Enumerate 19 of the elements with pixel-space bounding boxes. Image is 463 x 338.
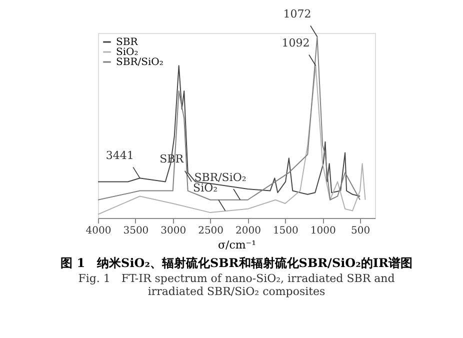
legend-label: SBR/SiO₂ <box>116 57 164 68</box>
annotation: 1092 <box>282 36 310 50</box>
x-axis-title: σ/cm⁻¹ <box>218 238 256 252</box>
x-tick-label: 3000 <box>160 226 186 236</box>
x-tick-label: 4000 <box>86 226 112 236</box>
x-tick-label: 1000 <box>310 226 336 236</box>
legend-label: SiO₂ <box>116 47 138 58</box>
x-tick-label: 2000 <box>236 226 261 236</box>
annotation: 3441 <box>106 149 134 162</box>
text: Fig. 1 FT-IR spectrum of nano-SiO₂, irradiated SBR and irradiated SBR/SiO₂ composites <box>78 272 395 298</box>
annotation: 1072 <box>283 8 312 21</box>
x-tick-label: 2500 <box>198 226 224 236</box>
x-tick-label: 1500 <box>272 226 298 236</box>
text: 图 1 纳米SiO₂、辐射硫化SBR和辐射硫化SBR/SiO₂的IR谱图 <box>60 256 412 270</box>
annotation: SiO₂ <box>193 182 218 195</box>
annotation: SBR/SiO₂ <box>194 170 246 184</box>
legend-label: SBR <box>116 37 138 48</box>
x-tick-label: 3500 <box>123 226 149 236</box>
x-tick-label: 500 <box>350 226 370 236</box>
